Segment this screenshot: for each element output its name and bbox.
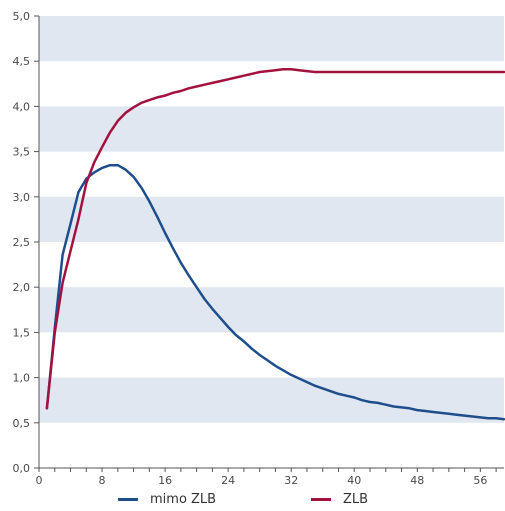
legend-item-zlb: ZLB — [311, 489, 368, 509]
y-tick-label: 5,0 — [13, 10, 31, 23]
legend-item-mimo-zlb: mimo ZLB — [118, 489, 216, 509]
x-tick-label: 48 — [410, 474, 424, 487]
y-tick-label: 3,5 — [13, 146, 31, 159]
y-tick-label: 3,0 — [13, 191, 31, 204]
legend-label-zlb: ZLB — [343, 492, 368, 507]
x-tick-label: 32 — [284, 474, 298, 487]
legend-swatch-mimo-zlb — [118, 498, 138, 501]
y-tick-label: 2,0 — [13, 281, 31, 294]
y-tick-label: 1,0 — [13, 372, 31, 385]
x-tick-label: 16 — [158, 474, 172, 487]
y-tick-label: 4,0 — [13, 100, 31, 113]
x-tick-label: 0 — [36, 474, 43, 487]
y-tick-label: 2,5 — [13, 236, 31, 249]
y-tick-label: 0,0 — [13, 462, 31, 475]
legend: mimo ZLB ZLB — [0, 489, 505, 509]
x-tick-label: 24 — [221, 474, 235, 487]
y-axis-ticks: 0,0 0,5 1,0 1,5 2,0 2,5 3,0 3,5 4,0 4,5 5,0 — [13, 10, 40, 475]
x-axis-ticks: 0 8 16 24 32 40 48 56 — [36, 468, 497, 487]
x-tick-label: 8 — [99, 474, 106, 487]
x-tick-label: 40 — [347, 474, 361, 487]
background-band — [39, 378, 504, 423]
background-band — [39, 287, 504, 332]
y-tick-label: 4,5 — [13, 55, 31, 68]
line-chart: 0,0 0,5 1,0 1,5 2,0 2,5 3,0 3,5 4,0 4,5 5,0 0 8 16 24… — [0, 0, 505, 488]
legend-swatch-zlb — [311, 498, 331, 501]
background-band — [39, 16, 504, 61]
background-band — [39, 197, 504, 242]
x-tick-label: 56 — [473, 474, 487, 487]
legend-label-mimo-zlb: mimo ZLB — [150, 492, 216, 507]
background-band — [39, 106, 504, 151]
y-tick-label: 0,5 — [13, 417, 31, 430]
y-tick-label: 1,5 — [13, 326, 31, 339]
